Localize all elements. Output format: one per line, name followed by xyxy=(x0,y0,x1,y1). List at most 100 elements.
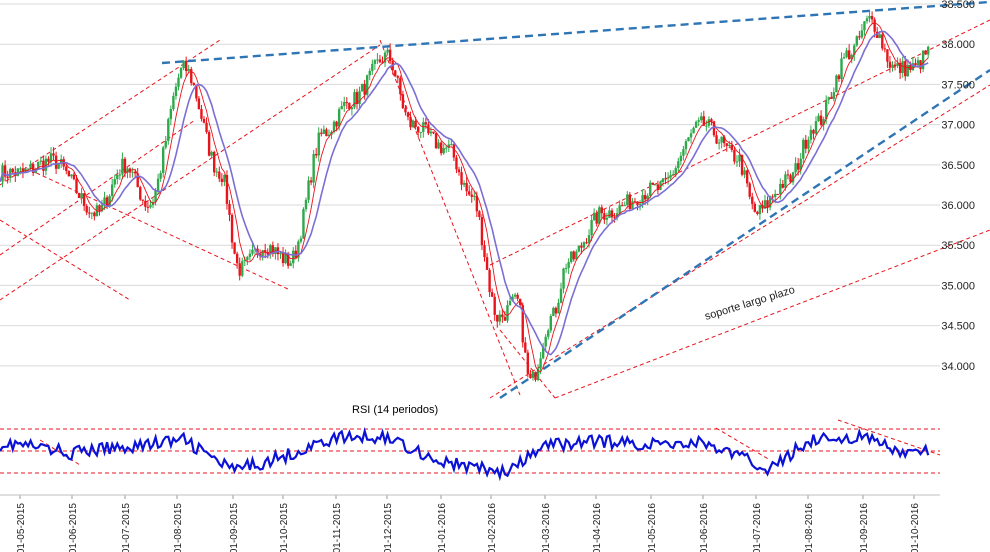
candle-body xyxy=(621,205,624,207)
candle-body xyxy=(113,179,116,185)
moving-average-slow xyxy=(0,30,929,356)
channel-line xyxy=(554,229,990,399)
candle-body xyxy=(855,36,858,46)
candle-body xyxy=(837,75,841,80)
candle-body xyxy=(598,207,601,224)
candle-body xyxy=(575,251,578,260)
candle-body xyxy=(914,63,917,66)
candle-body xyxy=(687,137,690,142)
candle-body xyxy=(705,125,708,127)
date-tick-label: 01-05-2016 xyxy=(647,503,658,552)
candle-body xyxy=(570,251,573,263)
candle-body xyxy=(870,15,874,20)
candle-body xyxy=(567,262,570,269)
candle-body xyxy=(411,120,415,128)
date-tick-label: 01-07-2016 xyxy=(752,503,763,552)
candle-body xyxy=(141,199,144,201)
candle-body xyxy=(490,292,494,297)
candle-body xyxy=(279,252,282,255)
candle-body xyxy=(893,64,897,67)
candle-body xyxy=(513,294,517,297)
rsi-panel: RSI (14 periodos) xyxy=(0,404,940,482)
candle-body xyxy=(3,165,7,177)
grid-lines xyxy=(0,3,940,367)
date-tick-label: 01-12-2015 xyxy=(383,503,394,552)
candle-body xyxy=(498,314,501,322)
candle-body xyxy=(177,77,180,87)
price-tick-label: 38.500 xyxy=(941,0,975,11)
candle-body xyxy=(284,253,287,264)
candle-body xyxy=(417,126,420,133)
candle-body xyxy=(49,153,53,162)
candle-body xyxy=(261,250,264,257)
candle-body xyxy=(473,195,476,197)
date-tick-label: 01-09-2015 xyxy=(229,503,240,552)
candle-body xyxy=(383,52,387,63)
candle-body xyxy=(468,191,471,195)
channel-line xyxy=(39,439,81,466)
candle-body xyxy=(886,49,889,62)
candle-body xyxy=(924,50,927,55)
candle-body xyxy=(386,49,389,53)
candle-body xyxy=(526,352,530,374)
candle-body xyxy=(118,174,122,176)
candle-body xyxy=(725,143,728,146)
candle-body xyxy=(488,269,491,293)
candle-body xyxy=(549,315,552,331)
candle-body xyxy=(600,207,603,214)
candle-body xyxy=(77,193,81,199)
candle-body xyxy=(230,214,234,243)
rsi-title: RSI (14 periodos) xyxy=(352,404,438,416)
candle-body xyxy=(927,46,930,55)
candle-body xyxy=(159,173,162,179)
candle-body xyxy=(233,242,236,254)
candle-body xyxy=(404,108,407,113)
candle-body xyxy=(814,121,818,134)
candle-body xyxy=(830,97,833,99)
candle-body xyxy=(93,212,96,217)
candle-body xyxy=(503,317,507,321)
candle-body xyxy=(276,247,280,255)
candle-body xyxy=(791,172,795,183)
candle-body xyxy=(738,154,741,162)
candle-body xyxy=(317,132,320,156)
candle-body xyxy=(906,64,909,77)
candle-body xyxy=(524,342,527,353)
candle-body xyxy=(187,69,190,72)
candle-body xyxy=(29,164,32,169)
candle-body xyxy=(126,168,129,173)
candle-body xyxy=(794,163,797,173)
candles xyxy=(1,10,930,382)
price-tick-label: 37.000 xyxy=(941,120,975,132)
candle-body xyxy=(562,268,565,289)
candle-body xyxy=(162,147,165,174)
candle-body xyxy=(462,182,466,185)
candle-body xyxy=(626,194,629,206)
candle-body xyxy=(554,307,558,314)
candle-body xyxy=(480,216,484,246)
candle-body xyxy=(516,294,519,299)
rsi-line xyxy=(0,426,930,482)
candle-body xyxy=(42,160,45,171)
candle-body xyxy=(200,109,203,119)
candle-body xyxy=(666,177,670,179)
candle-body xyxy=(52,153,55,156)
candle-body xyxy=(111,184,114,197)
candle-body xyxy=(190,69,193,84)
price-tick-label: 36.000 xyxy=(941,200,975,212)
candle-body xyxy=(172,95,175,110)
channel-line xyxy=(489,84,990,399)
candle-body xyxy=(302,209,305,239)
candle-body xyxy=(146,206,150,208)
candle-body xyxy=(740,154,744,175)
channel-line xyxy=(0,44,381,301)
candle-body xyxy=(483,245,486,258)
candle-body xyxy=(804,139,807,149)
candle-body xyxy=(901,61,904,73)
candle-body xyxy=(228,203,231,215)
candle-body xyxy=(325,129,328,137)
candle-body xyxy=(682,149,685,156)
candle-body xyxy=(174,86,178,96)
candle-body xyxy=(215,171,218,173)
candle-body xyxy=(452,144,456,158)
